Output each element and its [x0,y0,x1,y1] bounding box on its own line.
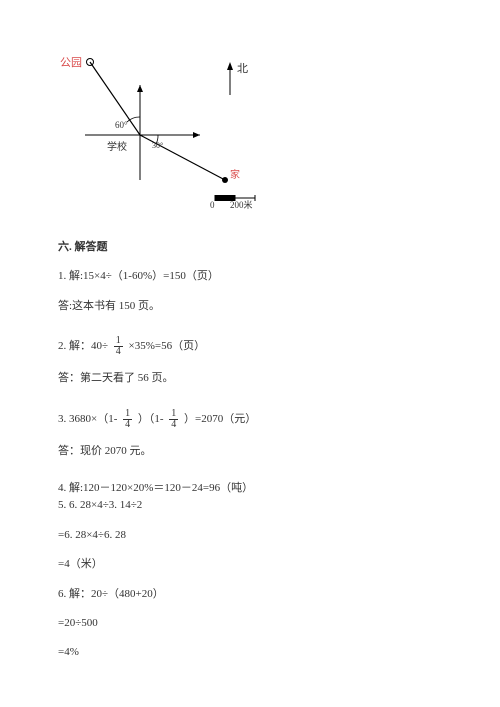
angle2-label: 30° [152,141,163,150]
q3-l1b: ）（1- [138,413,164,425]
q3-line2: 答：现价 2070 元。 [58,444,438,459]
q2-line2: 答：第二天看了 56 页。 [58,371,438,386]
home-label: 家 [230,168,240,181]
q3-line1: 3. 3680×（1- 1 4 ）（1- 1 4 ）=2070（元） [58,409,438,430]
school-label: 学校 [107,140,127,153]
q5-line3: =4（米） [58,557,438,572]
answers-content: 六. 解答题 1. 解:15×4÷（1-60%）=150（页） 答:这本书有 1… [58,240,438,675]
section-title: 六. 解答题 [58,240,438,255]
q2-l1a: 2. 解：40÷ [58,340,108,352]
q2-l1b: ×35%=56（页） [129,340,206,352]
q2-line1: 2. 解：40÷ 1 4 ×35%=56（页） [58,336,438,357]
north-label: 北 [237,62,248,75]
q5-line1: 5. 6. 28×4÷3. 14÷2 [58,498,438,513]
q3-frac1: 1 4 [123,409,132,430]
q6-line3: =4% [58,645,438,660]
park-label: 公园 [60,56,82,69]
q3-l1c: ）=2070（元） [184,413,256,425]
q1-line2: 答:这本书有 150 页。 [58,299,438,314]
map-diagram: 公园 北 60° 30° 学校 家 0 200米 [55,40,275,210]
scale-dist: 200米 [230,199,253,210]
q3-l1a: 3. 3680×（1- [58,413,117,425]
q6-line1: 6. 解：20÷（480+20） [58,587,438,602]
q3-frac2: 1 4 [169,409,178,430]
q6-line2: =20÷500 [58,616,438,631]
q2-frac: 1 4 [114,336,123,357]
angle1-label: 60° [115,120,128,130]
q4-line1: 4. 解:120－120×20%＝120－24=96（吨） [58,481,438,496]
q5-line2: =6. 28×4÷6. 28 [58,528,438,543]
diagram-svg: 公园 北 60° 30° 学校 家 0 200米 [55,40,275,210]
scale-zero: 0 [210,200,215,210]
q1-line1: 1. 解:15×4÷（1-60%）=150（页） [58,269,438,284]
